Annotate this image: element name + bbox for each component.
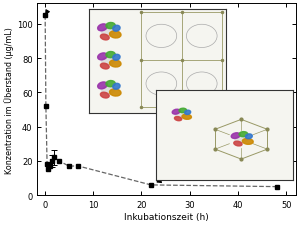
Y-axis label: Konzentration im Überstand (µg/mL): Konzentration im Überstand (µg/mL) (4, 27, 14, 173)
X-axis label: Inkubationszeit (h): Inkubationszeit (h) (124, 212, 209, 221)
